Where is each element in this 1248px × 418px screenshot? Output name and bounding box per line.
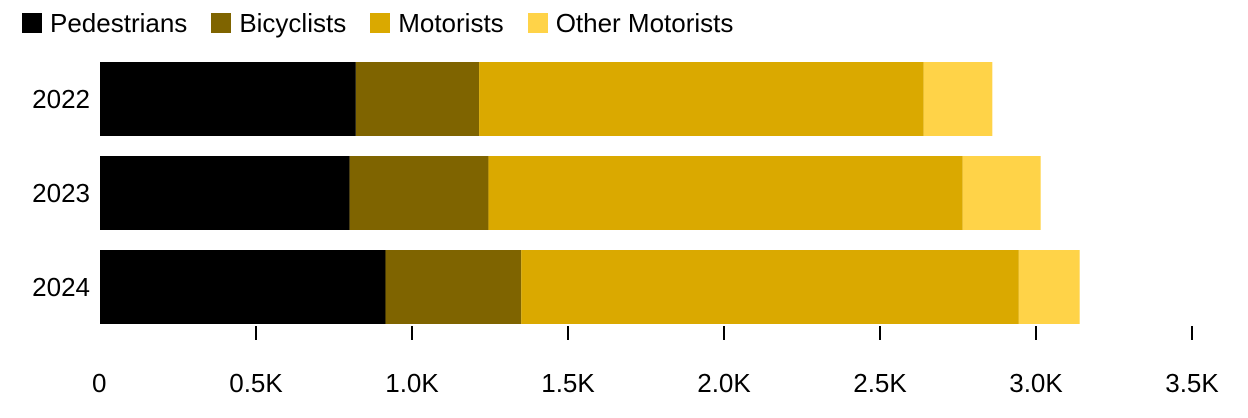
bar-segment-other-motorists-2023	[962, 156, 1041, 230]
bar-segment-other-motorists-2022	[923, 62, 993, 136]
x-tick-label: 0	[92, 368, 106, 398]
legend-swatch-pedestrians	[22, 13, 42, 33]
bar-segment-motorists-2024	[521, 250, 1019, 324]
x-tick-label: 0.5K	[229, 368, 283, 398]
legend-label-other-motorists: Other Motorists	[555, 8, 734, 38]
x-tick-label: 3.0K	[1009, 368, 1063, 398]
category-label-2022: 2022	[32, 84, 90, 114]
bar-segment-motorists-2023	[488, 156, 963, 230]
legend-swatch-bicyclists	[211, 13, 232, 33]
legend-item-pedestrians: Pedestrians	[22, 6, 187, 40]
x-tick-label: 1.0K	[385, 368, 439, 398]
legend-label-pedestrians: Pedestrians	[50, 8, 188, 38]
legend-item-other-motorists: Other Motorists	[527, 6, 734, 40]
legend-label-motorists: Motorists	[398, 8, 504, 38]
bar-segment-pedestrians-2024	[100, 250, 386, 324]
category-label-2023: 2023	[32, 178, 90, 208]
legend: Pedestrians Bicyclists Motorists Other M…	[22, 6, 733, 40]
x-tick-label: 2.5K	[853, 368, 907, 398]
bar-segment-pedestrians-2023	[100, 156, 350, 230]
bar-segment-bicyclists-2024	[385, 250, 522, 324]
x-tick-label: 3.5K	[1165, 368, 1219, 398]
x-tick-label: 1.5K	[541, 368, 595, 398]
bar-segment-motorists-2022	[479, 62, 924, 136]
legend-label-bicyclists: Bicyclists	[239, 8, 347, 38]
legend-item-motorists: Motorists	[370, 6, 504, 40]
bar-segment-bicyclists-2022	[355, 62, 480, 136]
bar-segment-pedestrians-2022	[100, 62, 356, 136]
category-label-2024: 2024	[32, 272, 90, 302]
bar-segment-bicyclists-2023	[349, 156, 489, 230]
x-tick-label: 2.0K	[697, 368, 751, 398]
legend-swatch-other-motorists	[527, 13, 548, 33]
legend-swatch-motorists	[370, 13, 391, 33]
bar-segment-other-motorists-2024	[1018, 250, 1080, 324]
legend-item-bicyclists: Bicyclists	[211, 6, 346, 40]
